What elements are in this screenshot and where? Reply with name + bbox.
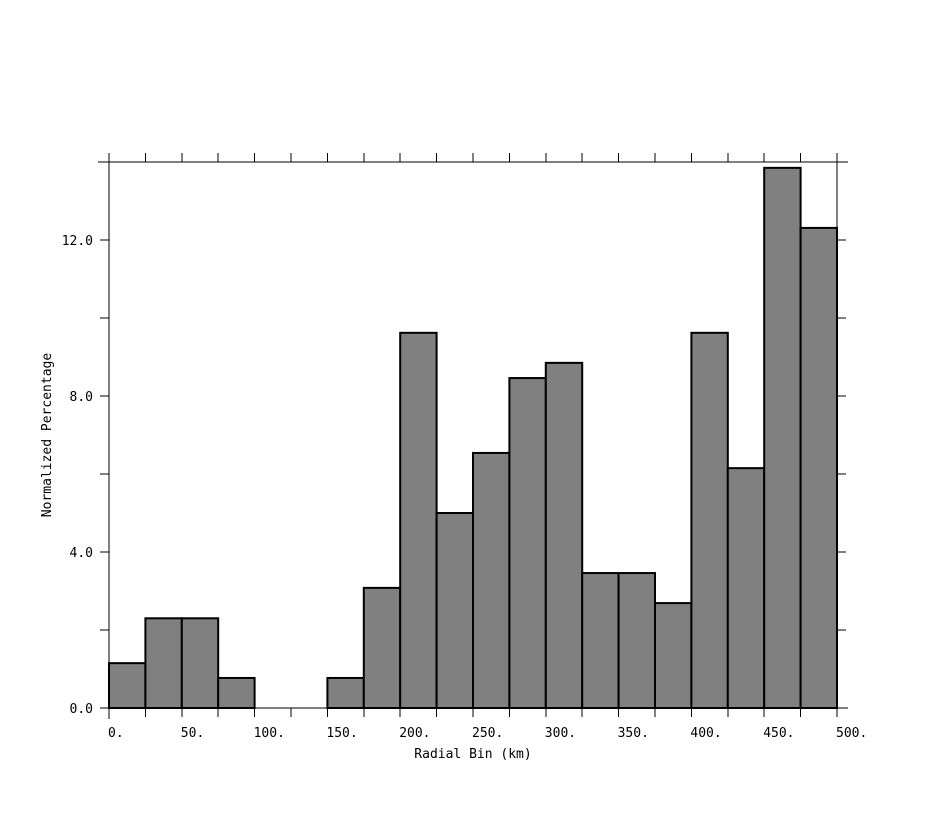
y-tick-label: 8.0 (70, 390, 93, 405)
histogram-bar-13 (581, 572, 620, 709)
x-tick-label: 200. (399, 726, 430, 741)
histogram-bar-12 (544, 361, 584, 709)
histogram-bar-0 (108, 662, 147, 710)
y-axis-label: Normalized Percentage (40, 353, 55, 518)
x-tick-label: 50. (181, 726, 204, 741)
y-tick-label: 12.0 (62, 234, 93, 249)
x-tick-label: 500. (836, 726, 867, 741)
histogram-bar-14 (617, 572, 656, 709)
tick-labels: 0. 50. 100. 150. 200. 250. 300. 350. 400. 450. 500… (62, 234, 868, 741)
x-tick-label: 150. (326, 726, 357, 741)
x-tick-label: 350. (618, 726, 649, 741)
histogram-bar-18 (763, 166, 802, 710)
histogram-bar-1 (144, 617, 183, 709)
y-tick-label: 4.0 (70, 546, 93, 561)
x-tick-label: 400. (690, 726, 721, 741)
histogram-bar-11 (508, 377, 547, 709)
plot-axes (98, 153, 848, 719)
histogram-bar-10 (472, 451, 511, 709)
x-tick-label: 450. (763, 726, 794, 741)
histogram-bar-17 (726, 467, 766, 709)
histogram-bar-3 (217, 676, 256, 709)
histogram-bar-8 (399, 331, 438, 709)
histogram-bar-19 (799, 226, 838, 709)
histogram-bar-16 (690, 331, 729, 709)
x-tick-label: 0. (108, 726, 124, 741)
x-axis-label: Radial Bin (km) (414, 747, 531, 762)
x-tick-label: 250. (472, 726, 503, 741)
histogram-bar-7 (362, 586, 402, 710)
x-tick-label: 100. (254, 726, 285, 741)
histogram-bars (108, 166, 838, 710)
y-tick-label: 0.0 (70, 702, 93, 717)
x-tick-label: 300. (545, 726, 576, 741)
histogram-bar-6 (326, 676, 365, 709)
histogram-bar-2 (180, 617, 220, 709)
histogram-bar-15 (654, 602, 693, 710)
histogram-bar-9 (435, 512, 475, 709)
